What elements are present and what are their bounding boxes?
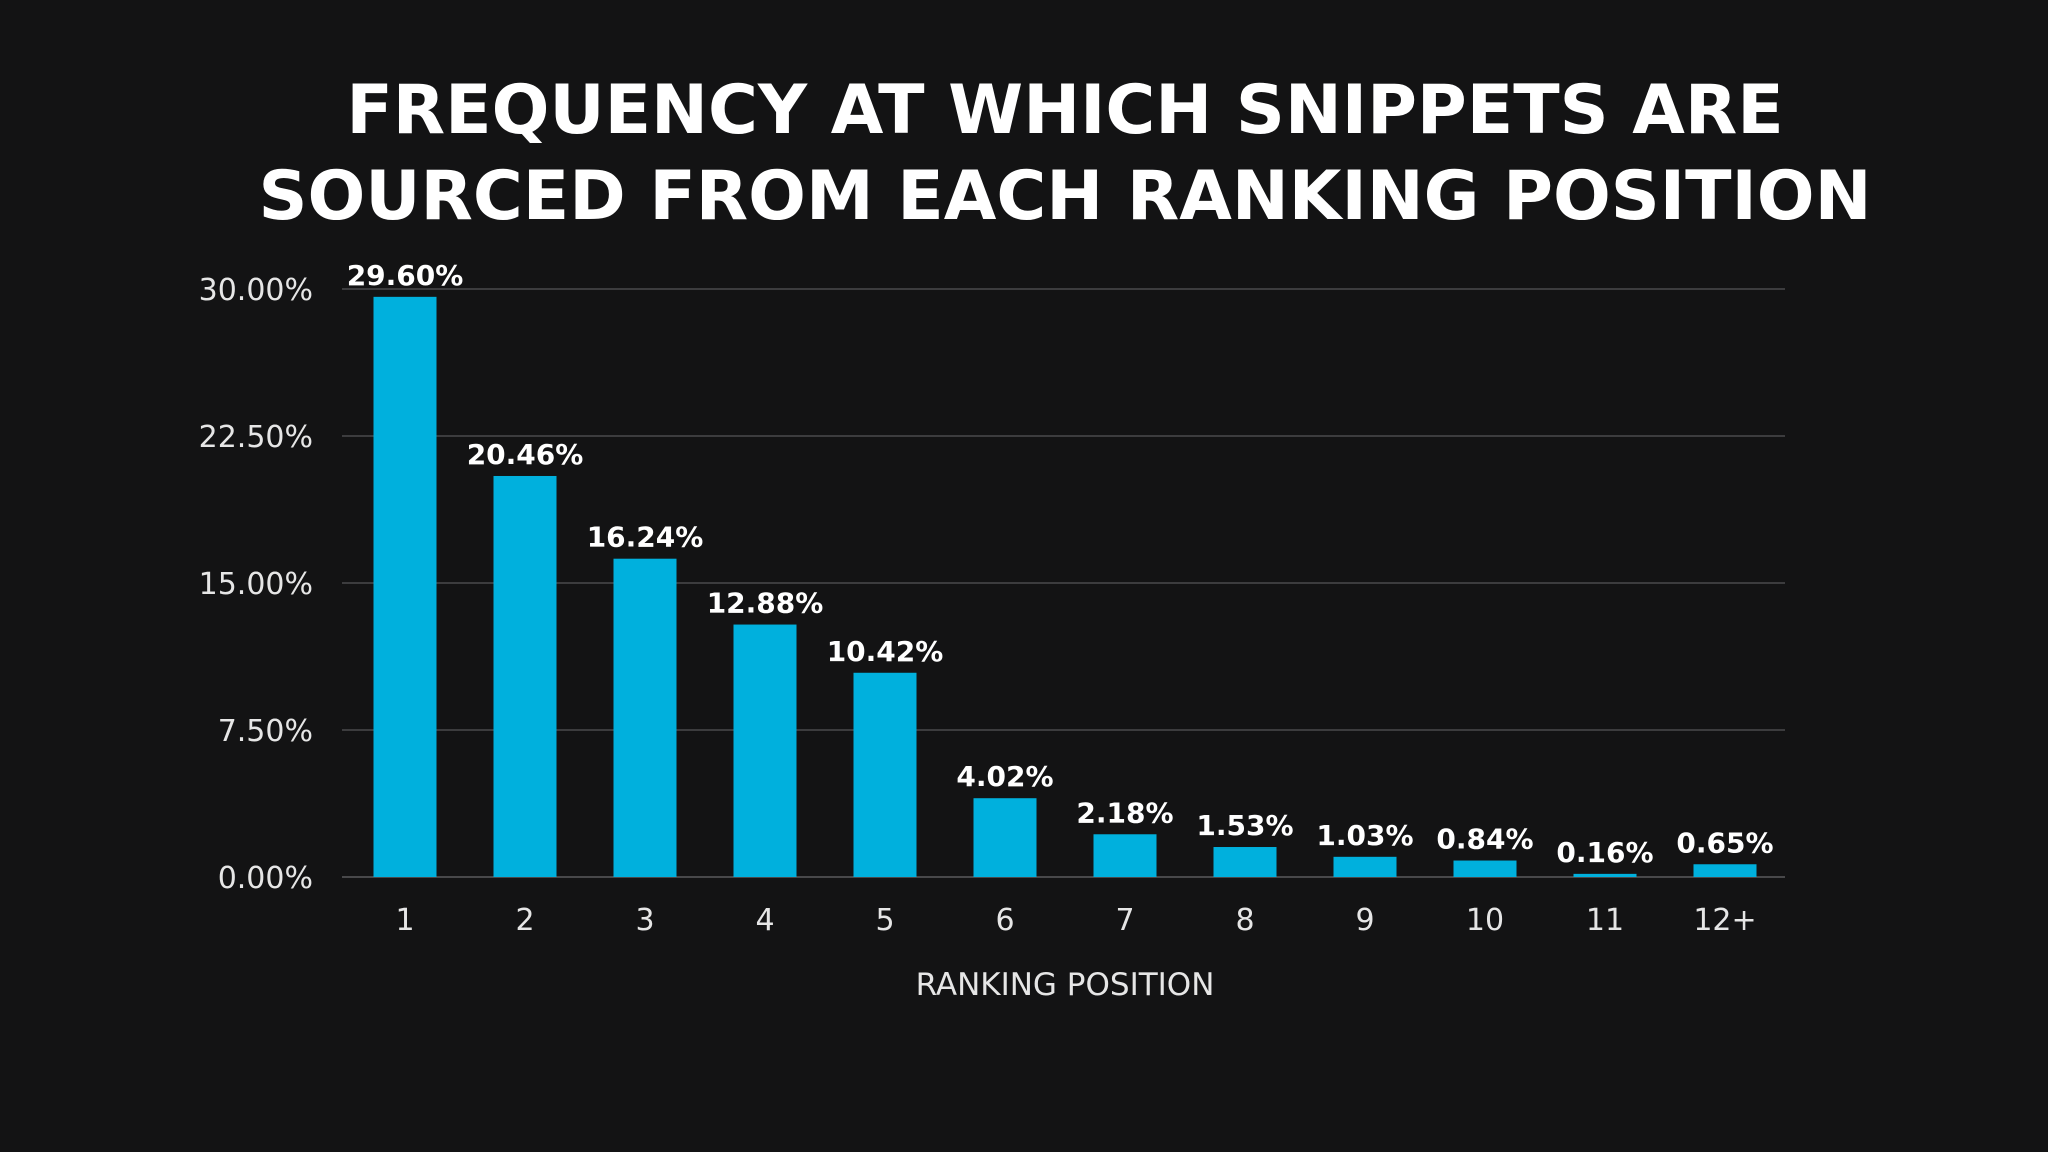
x-tick-label: 1 xyxy=(395,903,414,938)
bar xyxy=(1453,860,1517,877)
x-tick-label: 6 xyxy=(995,903,1014,938)
bar xyxy=(1093,834,1157,877)
data-label: 16.24% xyxy=(587,521,704,554)
bar xyxy=(1693,864,1757,877)
data-label: 20.46% xyxy=(467,438,584,471)
bar xyxy=(973,798,1037,877)
data-label: 10.42% xyxy=(827,635,944,668)
y-tick-label: 15.00% xyxy=(199,567,313,602)
x-tick-label: 7 xyxy=(1115,903,1134,938)
data-label: 0.65% xyxy=(1676,826,1773,859)
data-label: 12.88% xyxy=(707,587,824,620)
data-label: 4.02% xyxy=(956,760,1053,793)
x-tick-label: 4 xyxy=(755,903,774,938)
y-tick-label: 0.00% xyxy=(218,861,313,896)
bar xyxy=(1573,873,1637,877)
data-label: 0.16% xyxy=(1556,836,1653,869)
x-tick-label: 9 xyxy=(1355,903,1374,938)
y-tick-label: 22.50% xyxy=(199,420,313,455)
x-tick-label: 10 xyxy=(1466,903,1504,938)
y-axis-ticks: 0.00% 7.50% 15.00% 22.50% 30.00% xyxy=(199,273,313,896)
bar xyxy=(733,624,797,877)
chart-title-line-1: FREQUENCY AT WHICH SNIPPETS ARE xyxy=(346,71,1784,150)
bar xyxy=(1333,856,1397,877)
gridlines xyxy=(342,288,1785,878)
chart-title: FREQUENCY AT WHICH SNIPPETS ARE SOURCED … xyxy=(0,68,2048,240)
y-tick-label: 7.50% xyxy=(218,714,313,749)
x-tick-label: 11 xyxy=(1586,903,1624,938)
bar xyxy=(1213,847,1277,877)
data-label: 0.84% xyxy=(1436,823,1533,856)
data-label: 1.03% xyxy=(1316,819,1413,852)
bar xyxy=(373,296,437,878)
x-tick-label: 3 xyxy=(635,903,654,938)
x-axis-ticks: 1 2 3 4 5 6 7 8 9 10 11 12+ xyxy=(395,903,1756,938)
bars xyxy=(373,296,1757,878)
y-tick-label: 30.00% xyxy=(199,273,313,308)
x-tick-label: 2 xyxy=(515,903,534,938)
x-tick-label: 8 xyxy=(1235,903,1254,938)
data-labels: 29.60% 20.46% 16.24%12.88%10.42% 4.02% 2.18%… xyxy=(347,259,1774,869)
x-axis-label: RANKING POSITION xyxy=(916,967,1215,1003)
bar xyxy=(853,672,917,877)
bar xyxy=(493,475,557,877)
x-tick-label: 12+ xyxy=(1693,903,1756,938)
chart-title-line-2: SOURCED FROM EACH RANKING POSITION xyxy=(258,157,1872,236)
x-tick-label: 5 xyxy=(875,903,894,938)
data-label: 2.18% xyxy=(1076,796,1173,829)
data-label: 1.53% xyxy=(1196,809,1293,842)
data-label: 29.60% xyxy=(347,259,464,292)
bar xyxy=(613,558,677,877)
